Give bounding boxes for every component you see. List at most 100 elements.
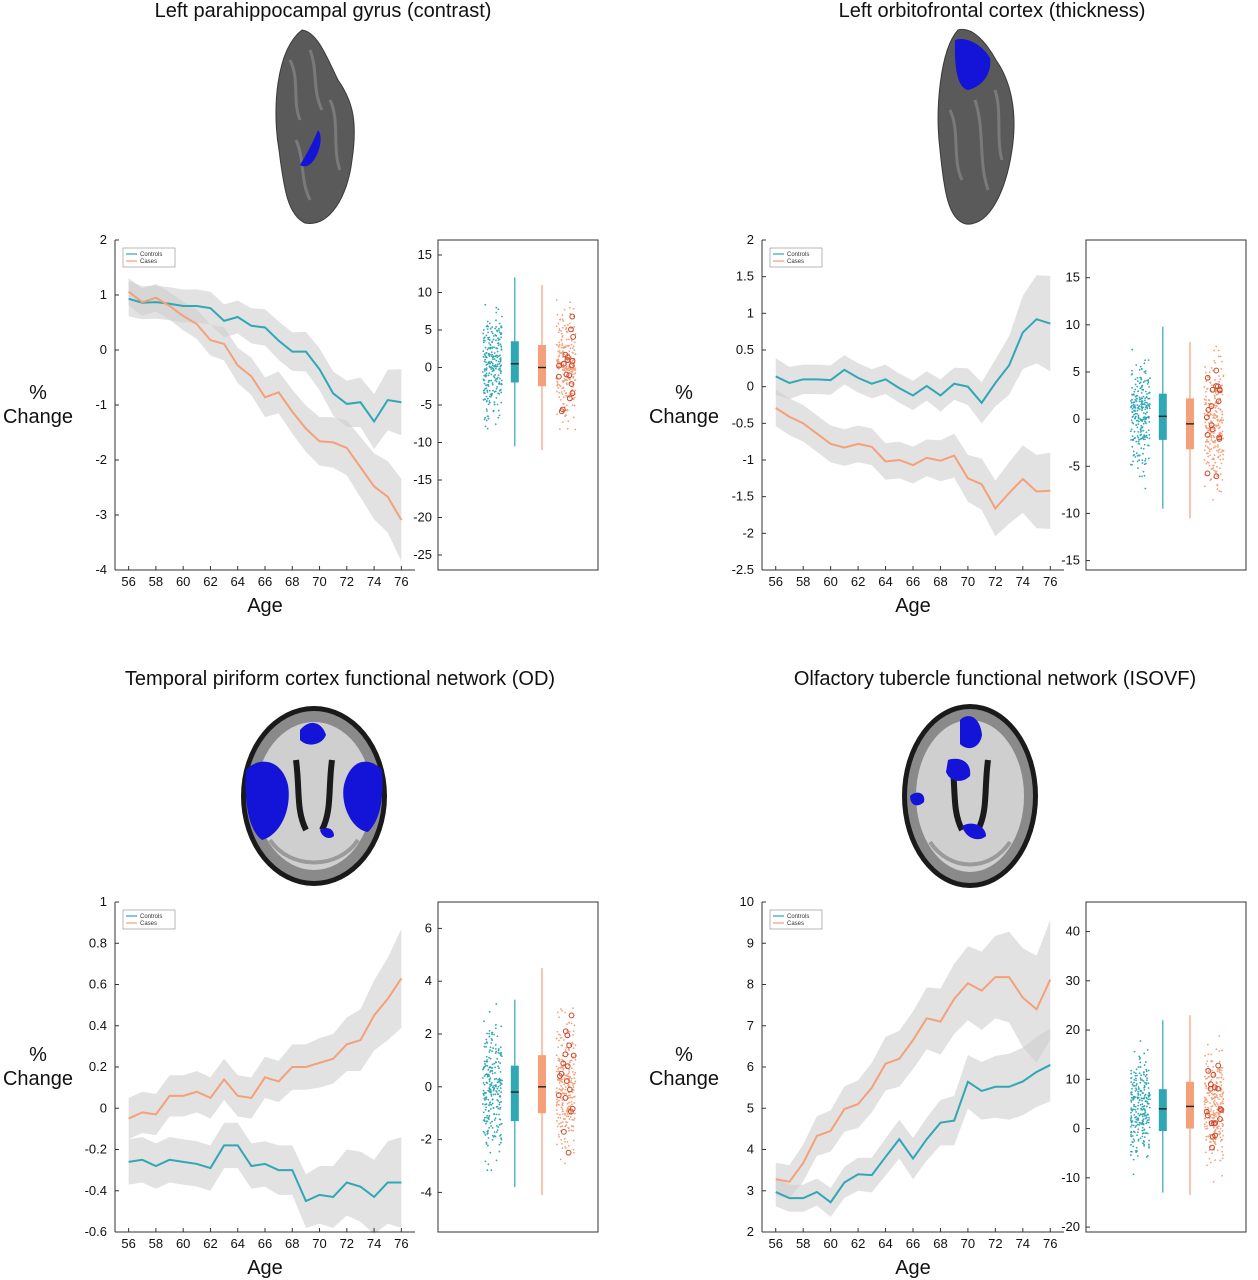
- jitter-point: [1211, 467, 1213, 470]
- y-tick-label: 2: [100, 232, 107, 247]
- jitter-point: [563, 1074, 566, 1077]
- jitter-point: [1140, 1108, 1143, 1111]
- jitter-point: [1210, 367, 1213, 369]
- jitter-point: [496, 330, 499, 333]
- box-y-tick-label: 0: [425, 360, 432, 375]
- jitter-point: [1216, 1127, 1219, 1130]
- jitter-point: [486, 1114, 489, 1117]
- jitter-point: [495, 325, 498, 328]
- jitter-point: [482, 1130, 485, 1133]
- jitter-point: [487, 381, 490, 384]
- jitter-point: [567, 1072, 570, 1075]
- x-tick-label: 68: [285, 574, 299, 589]
- jitter-point: [498, 1118, 501, 1121]
- jitter-point: [1209, 1102, 1211, 1104]
- jitter-point: [494, 1027, 497, 1030]
- jitter-point: [1215, 1101, 1218, 1104]
- jitter-point: [484, 1064, 487, 1067]
- jitter-point: [1219, 1159, 1222, 1162]
- jitter-point: [558, 343, 561, 346]
- jitter-point: [1219, 1140, 1222, 1142]
- jitter-point: [491, 332, 494, 335]
- jitter-point: [490, 1084, 493, 1087]
- jitter-point: [1220, 451, 1223, 454]
- jitter-point: [483, 391, 485, 394]
- y-tick-label: 2: [747, 232, 754, 247]
- jitter-point: [494, 1043, 497, 1046]
- jitter-point: [488, 1029, 491, 1032]
- box-iqr-cases: [538, 1055, 546, 1114]
- jitter-point: [1205, 399, 1208, 402]
- jitter-point: [1148, 1092, 1151, 1095]
- jitter-point: [487, 331, 489, 334]
- jitter-point: [1137, 1104, 1140, 1107]
- jitter-point: [565, 338, 568, 341]
- highlighted-case-point: [1207, 1081, 1214, 1088]
- jitter-point: [556, 413, 559, 416]
- jitter-point: [1204, 1151, 1207, 1154]
- jitter-point: [1218, 432, 1221, 434]
- jitter-point: [1137, 436, 1140, 439]
- jitter-point: [486, 348, 489, 351]
- jitter-point: [1137, 467, 1139, 469]
- jitter-point: [488, 1109, 490, 1112]
- jitter-point: [573, 349, 576, 351]
- jitter-point: [1205, 462, 1208, 465]
- jitter-point: [1216, 1125, 1219, 1128]
- jitter-point: [1203, 459, 1206, 461]
- jitter-point: [499, 1087, 502, 1090]
- jitter-point: [1145, 401, 1148, 404]
- box-y-tick-label: -15: [413, 472, 432, 487]
- jitter-point: [561, 393, 564, 396]
- jitter-point: [482, 341, 485, 344]
- jitter-point: [494, 1066, 496, 1069]
- jitter-point: [1209, 420, 1212, 423]
- jitter-point: [497, 1061, 500, 1063]
- jitter-point: [1138, 1124, 1141, 1126]
- jitter-point: [560, 1085, 563, 1087]
- jitter-point: [1144, 406, 1147, 409]
- jitter-point: [484, 1160, 487, 1163]
- jitter-point: [483, 382, 486, 385]
- jitter-point: [491, 340, 494, 343]
- jitter-point: [490, 355, 493, 357]
- jitter-point: [483, 1045, 486, 1048]
- jitter-point: [568, 1071, 570, 1073]
- jitter-point: [1132, 1145, 1135, 1148]
- jitter-point: [485, 1103, 488, 1105]
- jitter-point: [566, 359, 569, 362]
- jitter-point: [1139, 381, 1142, 384]
- jitter-point: [1141, 400, 1144, 402]
- highlighted-case-point: [564, 354, 571, 360]
- jitter-point: [1220, 1138, 1223, 1141]
- jitter-point: [490, 373, 493, 376]
- jitter-point: [1130, 428, 1133, 431]
- jitter-point: [1219, 355, 1222, 358]
- jitter-point: [1143, 1073, 1145, 1076]
- jitter-point: [572, 375, 575, 378]
- jitter-point: [574, 1071, 577, 1074]
- jitter-point: [572, 1148, 575, 1151]
- jitter-point: [486, 328, 489, 331]
- jitter-point: [1211, 1152, 1214, 1155]
- series-line-cases: [128, 977, 403, 1120]
- jitter-point: [570, 1129, 573, 1132]
- jitter-point: [500, 332, 503, 335]
- jitter-point: [1134, 1126, 1137, 1129]
- jitter-point: [561, 1078, 564, 1081]
- x-tick-label: 70: [961, 1236, 975, 1251]
- jitter-point: [1136, 380, 1139, 383]
- jitter-point: [1221, 1129, 1224, 1132]
- jitter-point: [1219, 1127, 1222, 1130]
- jitter-point: [1131, 439, 1134, 441]
- legend-label: Controls: [140, 252, 162, 258]
- jitter-point: [1212, 498, 1214, 501]
- jitter-point: [555, 325, 558, 328]
- jitter-point: [490, 351, 493, 353]
- jitter-point: [1205, 395, 1207, 398]
- jitter-point: [501, 1079, 503, 1082]
- jitter-point: [490, 394, 493, 397]
- jitter-point: [1205, 1138, 1208, 1141]
- jitter-point: [572, 1034, 575, 1036]
- jitter-point: [487, 347, 490, 350]
